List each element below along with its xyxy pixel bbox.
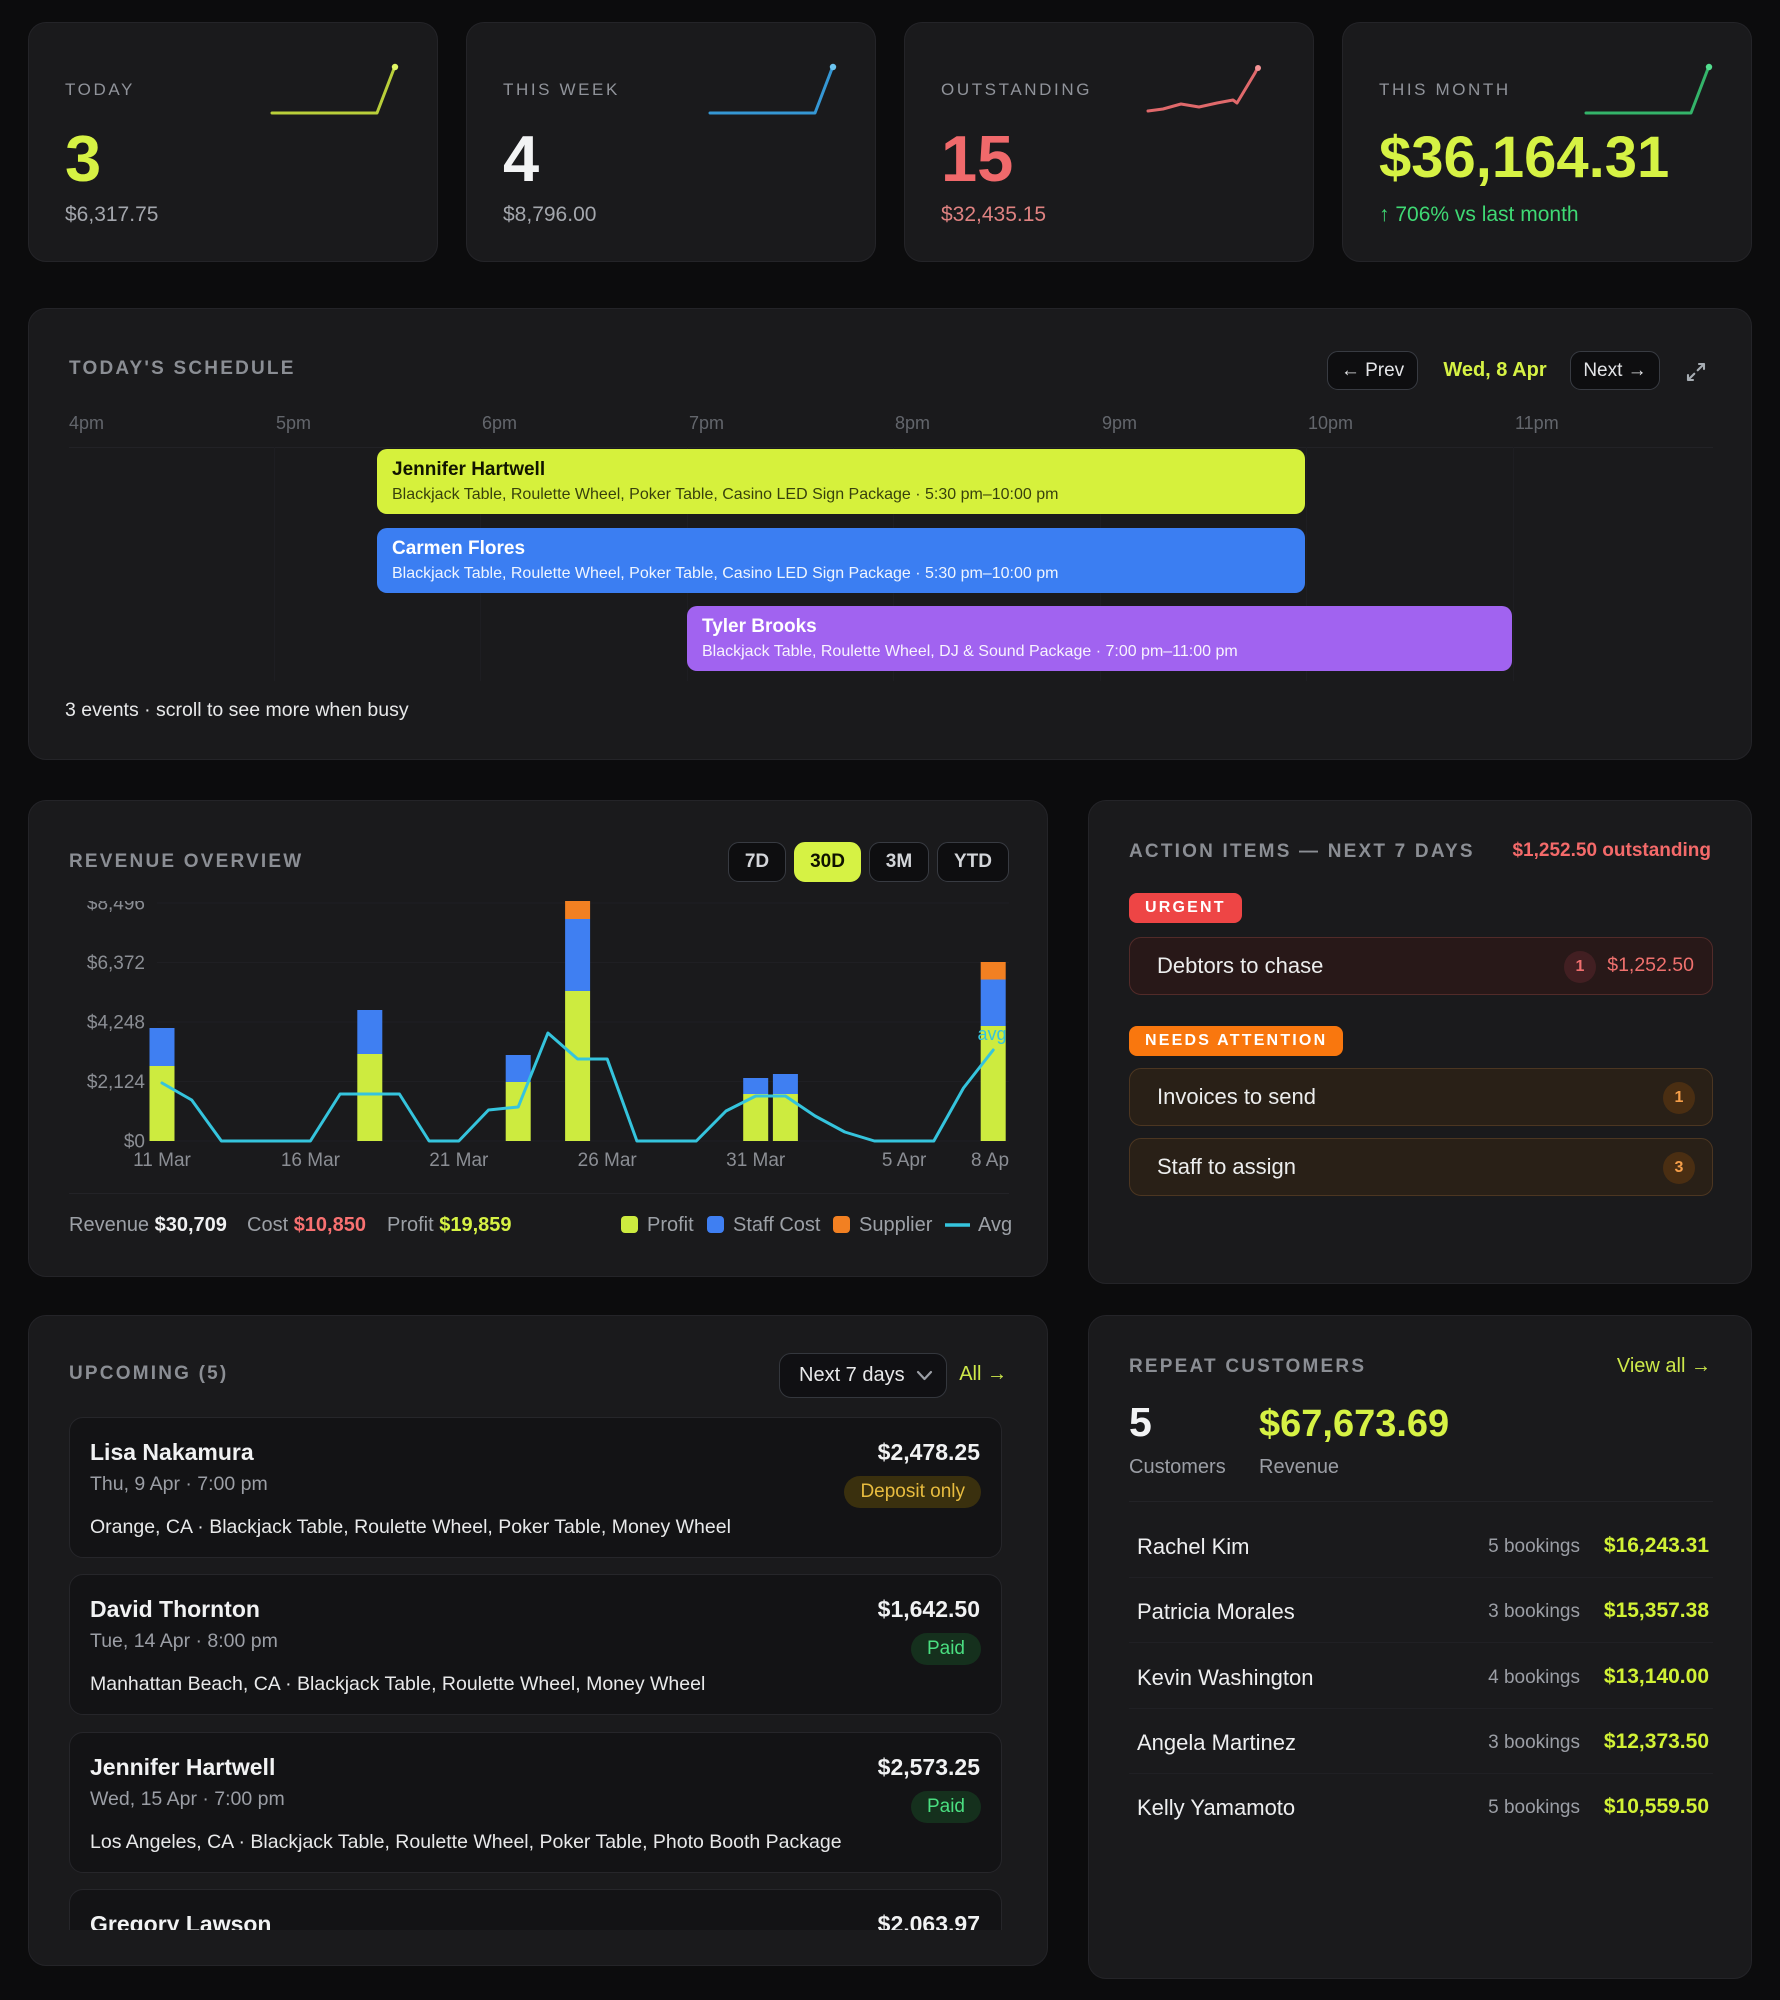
svg-text:$0: $0 bbox=[124, 1132, 145, 1153]
svg-text:$8,496: $8,496 bbox=[87, 901, 145, 915]
svg-text:21 Mar: 21 Mar bbox=[429, 1150, 489, 1171]
svg-text:16 Mar: 16 Mar bbox=[281, 1150, 341, 1171]
svg-text:8 Apr: 8 Apr bbox=[971, 1150, 1009, 1171]
svg-text:$6,372: $6,372 bbox=[87, 953, 145, 974]
svg-text:$2,124: $2,124 bbox=[87, 1072, 146, 1093]
svg-text:5 Apr: 5 Apr bbox=[882, 1150, 927, 1171]
svg-text:$4,248: $4,248 bbox=[87, 1013, 145, 1034]
svg-text:avg: avg bbox=[977, 1024, 1006, 1044]
svg-text:26 Mar: 26 Mar bbox=[578, 1150, 638, 1171]
svg-text:31 Mar: 31 Mar bbox=[726, 1150, 786, 1171]
svg-text:11 Mar: 11 Mar bbox=[133, 1150, 191, 1171]
